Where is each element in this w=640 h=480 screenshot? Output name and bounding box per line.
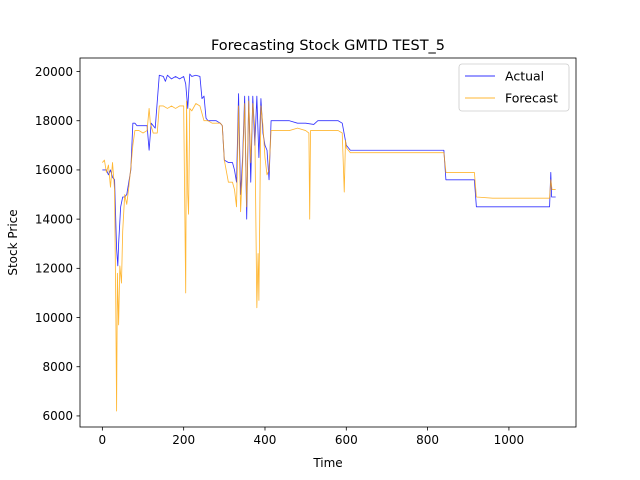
plot-area: [102, 73, 556, 412]
y-tick-label: 10000: [35, 311, 73, 325]
x-tick-label: 0: [99, 433, 107, 447]
x-axis-label: Time: [312, 456, 342, 470]
y-tick-label: 8000: [42, 360, 73, 374]
y-tick-label: 6000: [42, 409, 73, 423]
x-tick-label: 800: [416, 433, 439, 447]
y-axis-label: Stock Price: [6, 209, 20, 275]
chart-title: Forecasting Stock GMTD TEST_5: [211, 38, 445, 54]
legend: Actual Forecast: [458, 63, 570, 112]
y-tick-label: 16000: [35, 163, 73, 177]
x-tick-label: 600: [335, 433, 358, 447]
y-tick-label: 14000: [35, 212, 73, 226]
x-tick-label: 1000: [494, 433, 525, 447]
y-tick-label: 20000: [35, 65, 73, 79]
x-tick-label: 200: [172, 433, 195, 447]
axes-frame: [79, 57, 577, 428]
axes: 0 200 400 600 800 1000 6000 8000 10000 12000 14000…: [35, 57, 577, 447]
y-tick-label: 12000: [35, 262, 73, 276]
legend-label-actual: Actual: [505, 69, 544, 84]
legend-label-forecast: Forecast: [505, 91, 558, 106]
series-line-forecast: [102, 100, 556, 412]
y-tick-label: 18000: [35, 114, 73, 128]
series-line-actual: [102, 73, 556, 267]
x-tick-label: 400: [254, 433, 277, 447]
